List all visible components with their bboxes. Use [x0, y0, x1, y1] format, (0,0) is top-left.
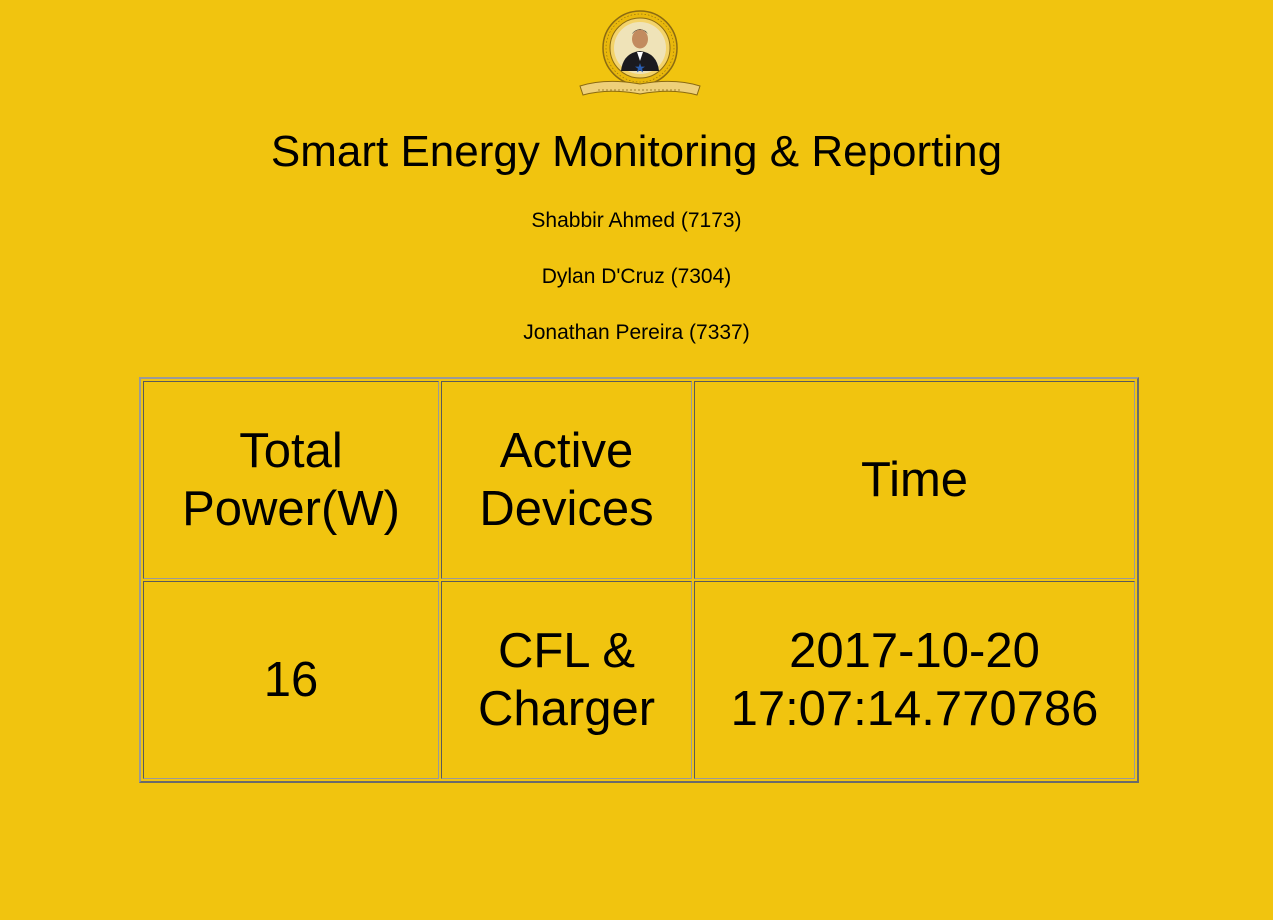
crest-graphic [579, 10, 701, 96]
team-member-2: Dylan D'Cruz (7304) [541, 265, 732, 288]
readings-table-frame: Total Power(W) Active Devices Time 16 CF… [139, 377, 1139, 783]
readings-table: Total Power(W) Active Devices Time 16 CF… [141, 379, 1137, 781]
table-header-row: Total Power(W) Active Devices Time [143, 381, 1135, 579]
team-member-3: Jonathan Pereira (7337) [523, 321, 750, 344]
table-row: 16 CFL & Charger 2017-10-20 17:07:14.770… [143, 581, 1135, 779]
header-active-devices: Active Devices [441, 381, 692, 579]
cell-time: 2017-10-20 17:07:14.770786 [694, 581, 1135, 779]
header-time: Time [694, 381, 1135, 579]
page-title: Smart Energy Monitoring & Reporting [270, 127, 1003, 176]
cell-total-power: 16 [143, 581, 439, 779]
college-crest-logo [576, 4, 704, 98]
cell-active-devices: CFL & Charger [441, 581, 692, 779]
header-total-power: Total Power(W) [143, 381, 439, 579]
team-member-1: Shabbir Ahmed (7173) [531, 209, 742, 232]
